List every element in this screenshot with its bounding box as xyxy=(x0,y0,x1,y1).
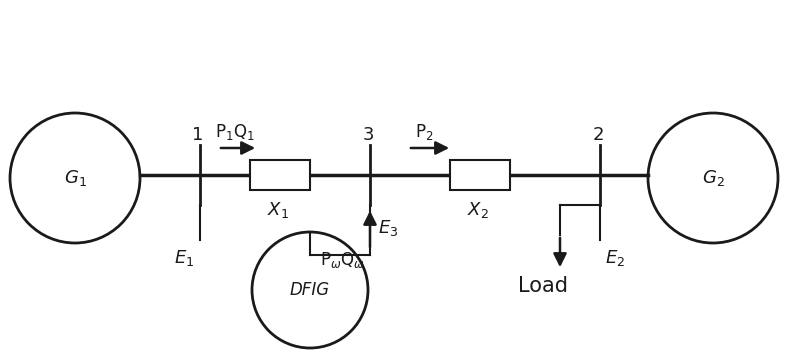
Text: X$_2$: X$_2$ xyxy=(467,200,489,220)
Text: DFIG: DFIG xyxy=(290,281,330,299)
Text: P$_\omega$Q$_\omega$: P$_\omega$Q$_\omega$ xyxy=(320,250,365,270)
Text: G$_1$: G$_1$ xyxy=(64,168,87,188)
Text: 1: 1 xyxy=(192,126,203,144)
Text: 3: 3 xyxy=(362,126,374,144)
Text: Load: Load xyxy=(518,276,568,296)
Bar xyxy=(250,160,310,190)
Text: E$_3$: E$_3$ xyxy=(378,218,399,238)
Text: 2: 2 xyxy=(593,126,604,144)
Text: X$_1$: X$_1$ xyxy=(267,200,289,220)
Text: P$_2$: P$_2$ xyxy=(415,122,433,142)
Text: E$_1$: E$_1$ xyxy=(174,248,194,268)
Text: G$_2$: G$_2$ xyxy=(701,168,724,188)
Text: P$_1$Q$_1$: P$_1$Q$_1$ xyxy=(215,122,255,142)
Bar xyxy=(450,160,510,190)
Text: E$_2$: E$_2$ xyxy=(605,248,626,268)
